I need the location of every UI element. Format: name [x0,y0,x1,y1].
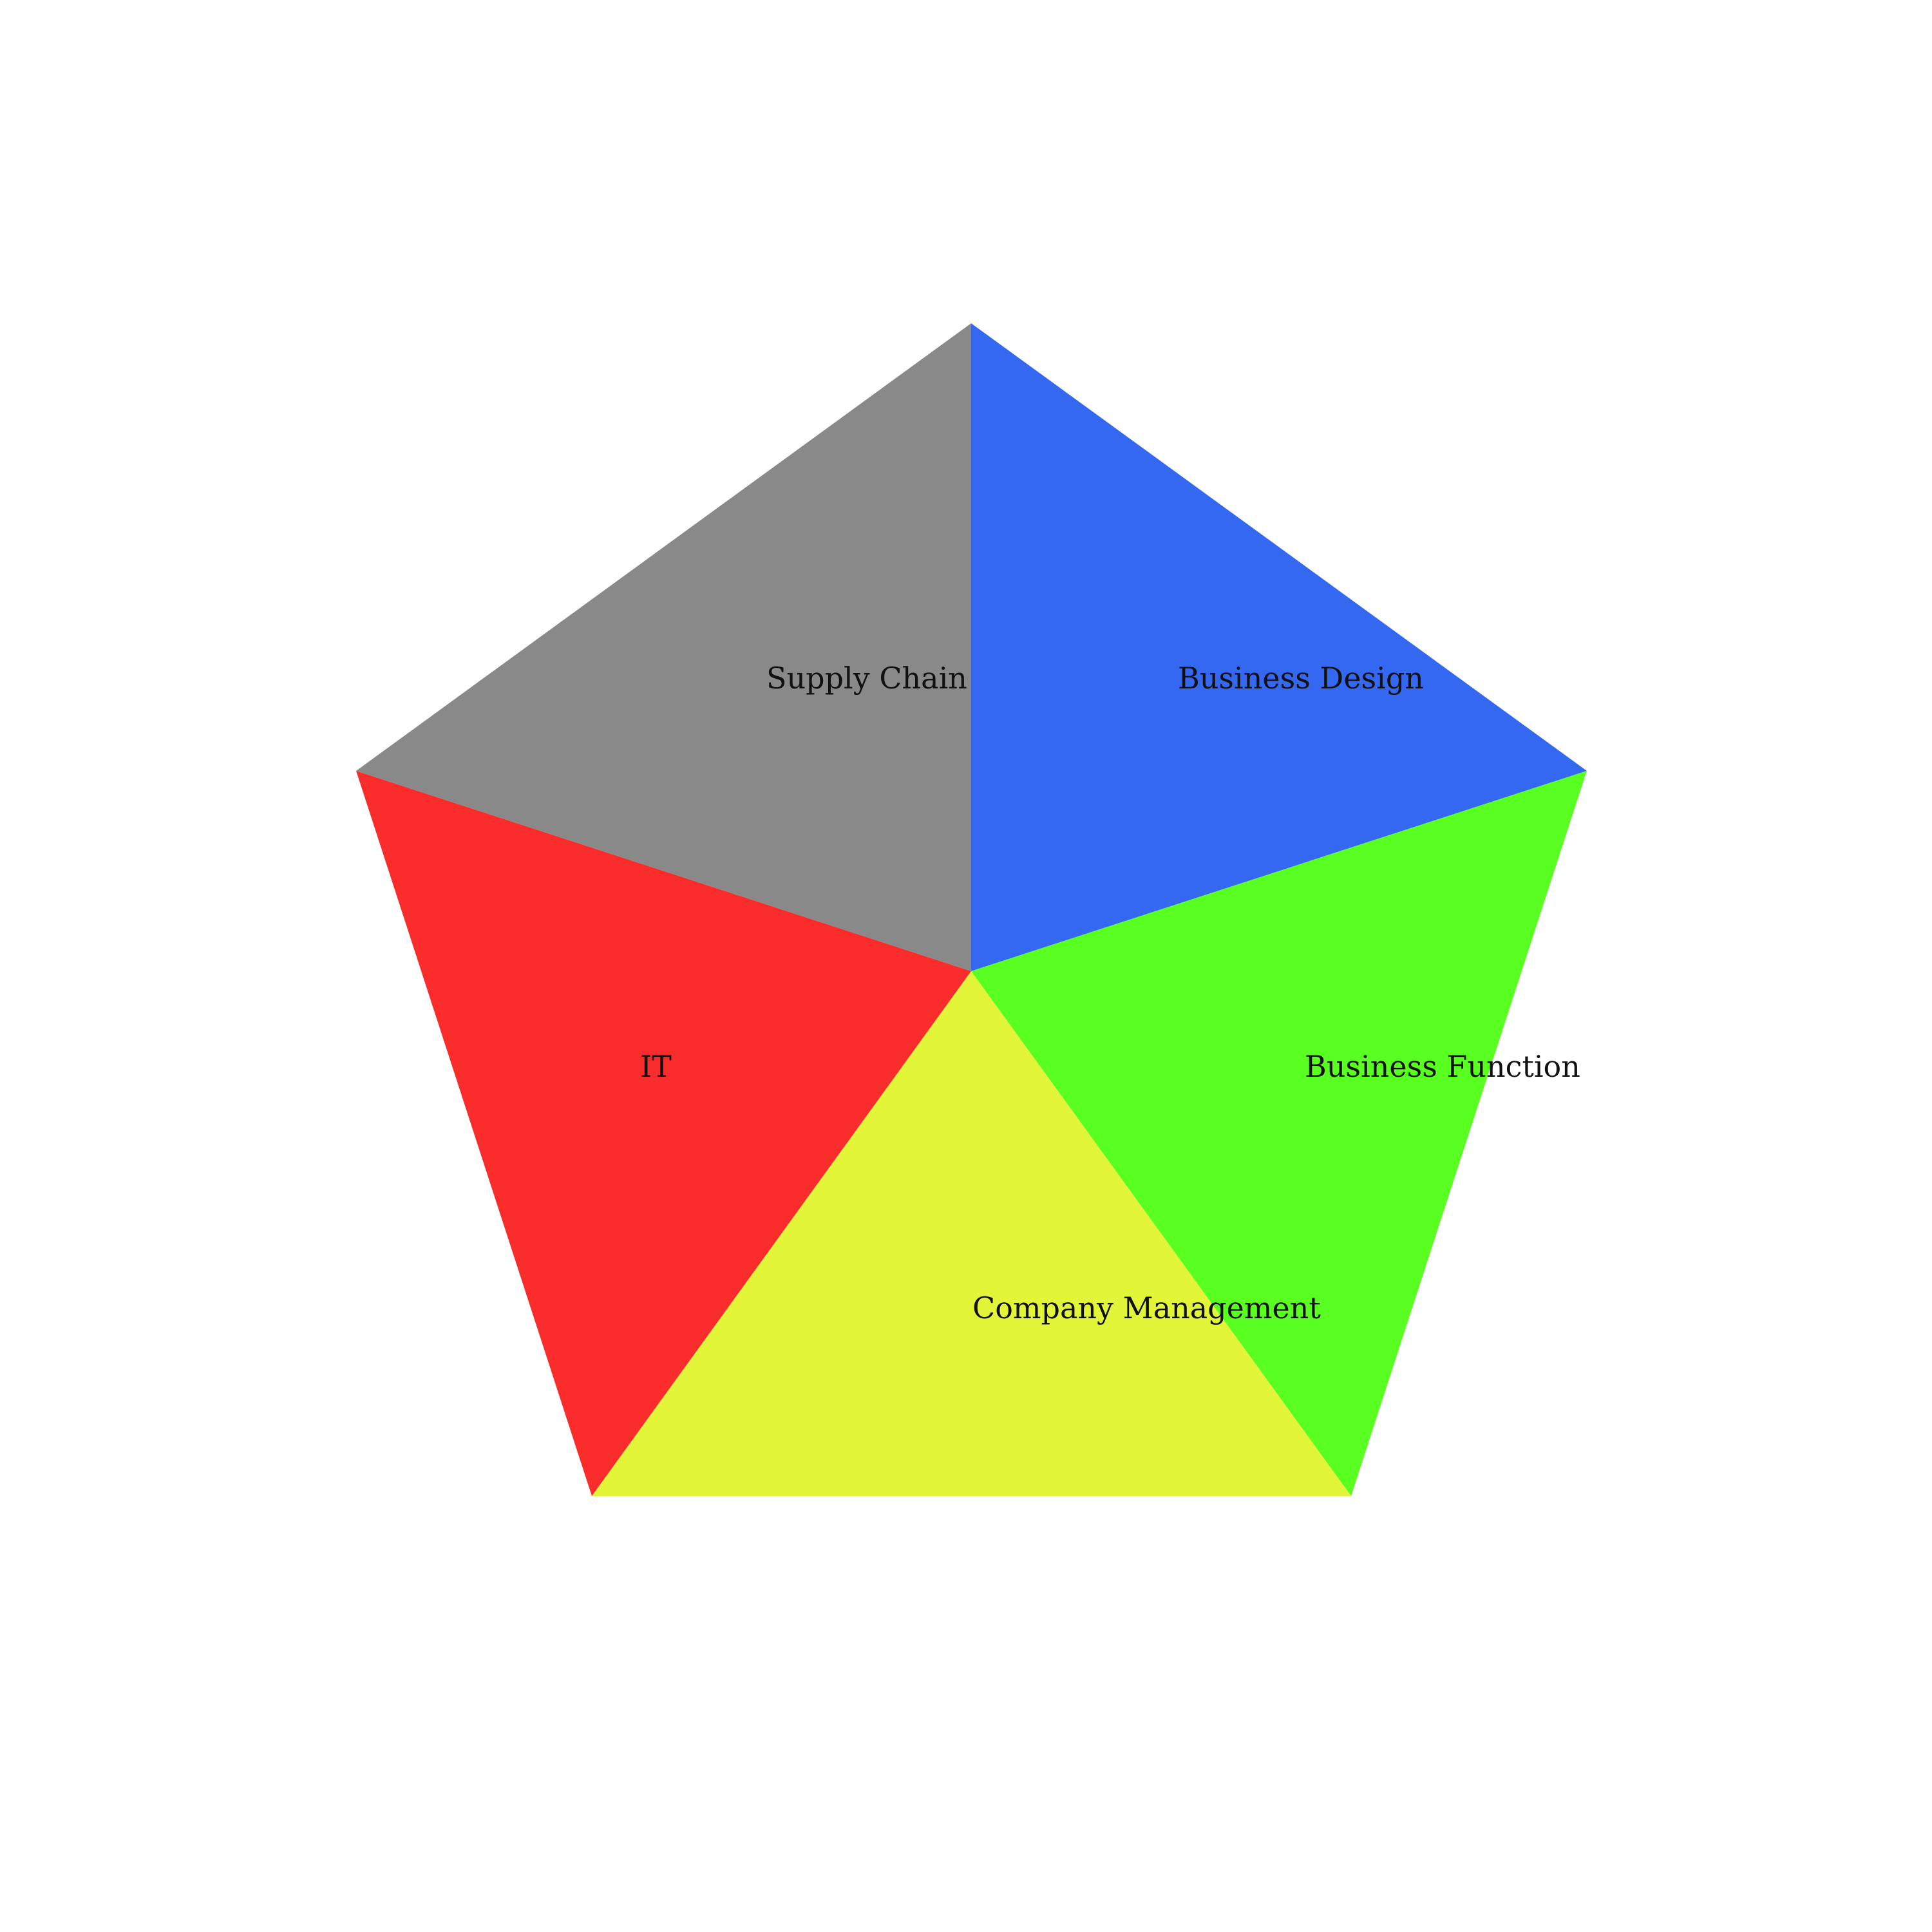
segment-it [356,771,971,1496]
segment-business-design [971,323,1587,971]
segment-company-management [592,971,1351,1496]
segment-label-business-function: Business Function [1305,1049,1580,1084]
segment-business-function [971,771,1587,1496]
segment-label-it: IT [640,1049,672,1084]
segment-label-supply-chain: Supply Chain [766,661,967,696]
segment-label-business-design: Business Design [1178,661,1424,696]
segment-supply-chain [356,323,971,971]
segment-label-company-management: Company Management [972,1291,1321,1325]
